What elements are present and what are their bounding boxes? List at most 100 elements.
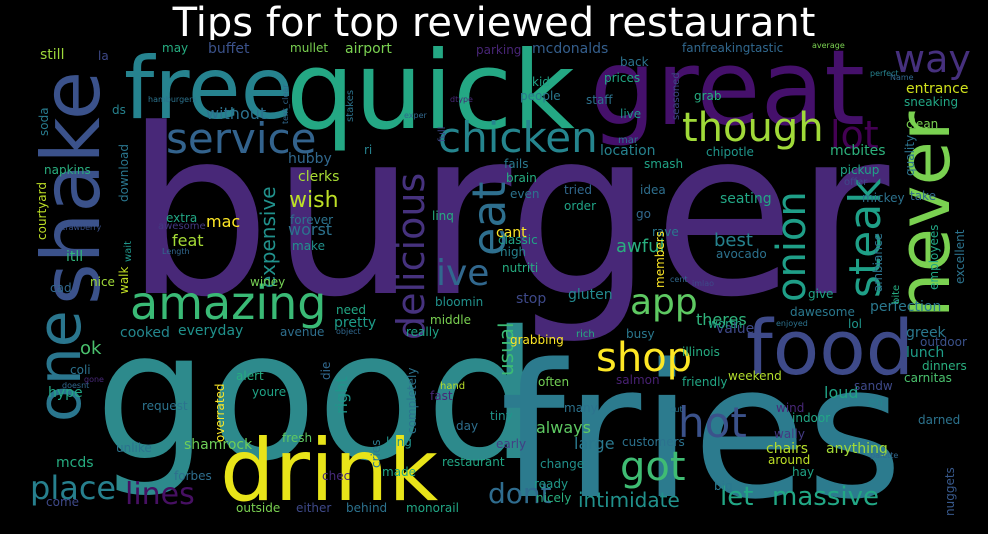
word-bloomin: bloomin — [435, 295, 484, 309]
word-really: really — [406, 325, 440, 339]
word-eh: eh — [868, 395, 883, 409]
word-walk: walk — [117, 266, 131, 294]
word-chairs: chairs — [766, 441, 809, 457]
word-order: order — [564, 199, 596, 213]
word-may: may — [162, 41, 189, 55]
word-need: need — [336, 303, 366, 317]
word-customers: customers — [622, 435, 685, 449]
word-smash: smash — [644, 157, 684, 171]
word-location: location — [600, 143, 656, 159]
word-nutriti: nutriti — [502, 261, 539, 275]
word-cries: cries — [369, 439, 383, 469]
word-cant: cant — [496, 225, 527, 241]
word-change: change — [540, 457, 585, 471]
word-let: let — [720, 482, 754, 512]
word-grab: grab — [694, 89, 722, 103]
word-alert: alert — [236, 369, 264, 383]
word-avenue: avenue — [280, 325, 325, 339]
word-excellent: excellent — [953, 229, 967, 284]
word-exper: exper — [404, 111, 427, 120]
word-weekend: weekend — [728, 369, 782, 383]
word-entrance: entrance — [906, 81, 969, 97]
word-awful: awful — [616, 236, 665, 257]
word-value: value — [716, 321, 755, 337]
word-still: still — [40, 47, 65, 63]
word-mcdonalds: mcdonalds — [532, 41, 609, 57]
word-quality: quality — [903, 134, 917, 176]
word-hubby: hubby — [288, 151, 332, 167]
word-illinois: illinois — [682, 345, 720, 359]
word-gluten: gluten — [568, 287, 613, 303]
word-avocado: avocado — [716, 247, 767, 261]
word-great: great — [590, 40, 865, 149]
word-chicken: chicken — [438, 113, 598, 162]
word-napkins: napkins — [44, 163, 91, 177]
word-strawberry: strawberry — [58, 223, 102, 232]
word-fries: fries — [500, 324, 903, 521]
word-cent: cent — [670, 275, 688, 284]
word-lol: lol — [848, 317, 863, 331]
word-enjoyed: enjoyed — [776, 319, 808, 328]
word-hype: hype — [48, 385, 83, 401]
word-best: best — [714, 230, 753, 251]
word-greek: greek — [906, 325, 946, 341]
word-nicely: nicely — [536, 491, 572, 505]
word-clean: clean — [906, 117, 939, 131]
word-fresh: fresh — [282, 431, 313, 445]
word-sneaking: sneaking — [904, 95, 959, 109]
word-early: early — [496, 437, 527, 451]
word-people: people — [520, 89, 561, 103]
word-salmon: salmon — [616, 373, 660, 387]
word-awesome: awesome — [158, 221, 206, 232]
word-mar: mar — [618, 135, 638, 146]
word-lot: lot — [830, 113, 879, 157]
word-shop: shop — [596, 335, 693, 381]
word-expensive: expensive — [256, 186, 280, 288]
word-unlike: unlike — [116, 441, 152, 455]
word-theres: theres — [696, 310, 747, 329]
word-amazing: amazing — [130, 276, 327, 330]
word-fails: fails — [504, 157, 529, 171]
word-come: come — [46, 495, 80, 509]
word-clerks: clerks — [298, 169, 340, 185]
word-stakes: stakes — [345, 89, 356, 122]
word-text_clear: text_clear — [281, 84, 290, 124]
word-either: either — [296, 501, 332, 515]
word-ready: ready — [534, 477, 569, 491]
word-kid: kid — [532, 75, 550, 89]
word-rich: rich — [576, 329, 595, 340]
word-feat: feat — [172, 231, 204, 250]
word-often: often — [538, 375, 570, 389]
word-Length: Length — [162, 247, 190, 256]
word-place: place — [30, 469, 117, 507]
word-seasoned: seasoned — [671, 72, 682, 120]
word-usual: usual — [494, 322, 518, 376]
word-Name: Name — [890, 73, 914, 82]
word-around: around — [768, 453, 811, 467]
word-request: request — [142, 399, 188, 413]
word-mickey: mickey — [862, 191, 905, 205]
word-tiny: tiny — [490, 409, 513, 423]
word-way: way — [894, 40, 970, 81]
word-overrated: overrated — [213, 383, 227, 442]
word-fast: fast — [430, 389, 453, 403]
word-darned: darned — [918, 413, 961, 427]
word-quick: quick — [286, 40, 575, 154]
word-behind: behind — [346, 501, 388, 515]
word-nuggets: nuggets — [943, 467, 957, 516]
word-drink: drink — [220, 421, 439, 520]
word-completely: completely — [405, 367, 419, 435]
word-gone: gone — [84, 375, 104, 384]
word-airport: airport — [345, 41, 392, 57]
word-service: service — [166, 114, 317, 163]
word-middle: middle — [430, 313, 471, 327]
word-la: la — [98, 49, 109, 63]
word-everyday: everyday — [178, 323, 244, 339]
word-stop: stop — [516, 291, 547, 307]
word-members: members — [653, 231, 667, 288]
word-without: without — [206, 104, 267, 123]
word-cad: cad — [50, 281, 72, 295]
cloud-title: Tips for top reviewed restaurant — [172, 0, 816, 46]
word-restaurant: restaurant — [442, 455, 505, 469]
word-employees: employees — [927, 224, 941, 290]
